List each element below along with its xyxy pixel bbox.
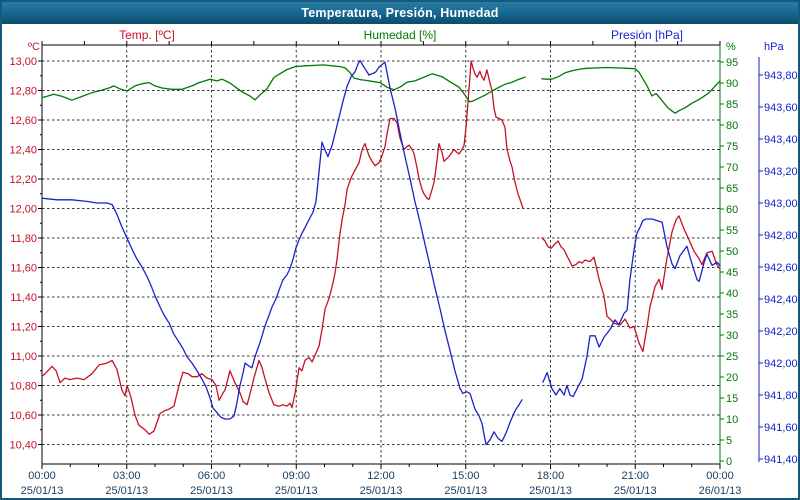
svg-text:25/01/13: 25/01/13 bbox=[444, 485, 487, 497]
legend-humidity: Humedad [%] bbox=[363, 28, 437, 42]
window-title: Temperatura, Presión, Humedad bbox=[301, 6, 499, 20]
svg-text:11,80: 11,80 bbox=[10, 233, 37, 245]
legend-temp: Temp. [ºC] bbox=[119, 28, 175, 42]
svg-text:941,80: 941,80 bbox=[764, 390, 798, 402]
svg-text:hPa: hPa bbox=[764, 41, 784, 53]
svg-text:25/01/13: 25/01/13 bbox=[614, 485, 657, 497]
svg-text:943,40: 943,40 bbox=[764, 134, 798, 146]
svg-text:35: 35 bbox=[726, 309, 738, 321]
svg-text:10,40: 10,40 bbox=[9, 440, 37, 452]
svg-text:00:00: 00:00 bbox=[706, 470, 734, 482]
svg-text:942,00: 942,00 bbox=[764, 358, 798, 370]
svg-text:942,20: 942,20 bbox=[764, 326, 798, 338]
svg-text:40: 40 bbox=[726, 288, 738, 300]
svg-text:09:00: 09:00 bbox=[282, 470, 310, 482]
svg-text:10: 10 bbox=[726, 414, 738, 426]
svg-text:50: 50 bbox=[726, 246, 738, 258]
svg-text:12,40: 12,40 bbox=[9, 145, 37, 157]
svg-text:55: 55 bbox=[726, 225, 738, 237]
svg-text:943,00: 943,00 bbox=[764, 198, 798, 210]
svg-text:65: 65 bbox=[726, 183, 738, 195]
svg-text:75: 75 bbox=[726, 141, 738, 153]
svg-text:%: % bbox=[726, 41, 736, 53]
svg-text:941,40: 941,40 bbox=[764, 454, 798, 466]
svg-text:943,20: 943,20 bbox=[764, 166, 798, 178]
svg-text:25/01/13: 25/01/13 bbox=[21, 485, 64, 497]
title-bar: Temperatura, Presión, Humedad bbox=[2, 2, 798, 24]
svg-text:18:00: 18:00 bbox=[537, 470, 565, 482]
svg-text:942,80: 942,80 bbox=[764, 230, 798, 242]
svg-text:25/01/13: 25/01/13 bbox=[529, 485, 572, 497]
svg-text:80: 80 bbox=[726, 120, 738, 132]
svg-text:03:00: 03:00 bbox=[113, 470, 141, 482]
svg-text:95: 95 bbox=[726, 57, 738, 69]
svg-text:20: 20 bbox=[726, 372, 738, 384]
svg-text:25/01/13: 25/01/13 bbox=[275, 485, 318, 497]
svg-text:25/01/13: 25/01/13 bbox=[190, 485, 233, 497]
svg-text:30: 30 bbox=[726, 330, 738, 342]
svg-text:12,20: 12,20 bbox=[9, 174, 37, 186]
svg-text:00:00: 00:00 bbox=[28, 470, 56, 482]
svg-text:11,60: 11,60 bbox=[10, 263, 37, 275]
svg-text:5: 5 bbox=[726, 435, 732, 447]
svg-text:10,60: 10,60 bbox=[9, 410, 37, 422]
svg-text:25/01/13: 25/01/13 bbox=[105, 485, 148, 497]
svg-text:942,60: 942,60 bbox=[764, 262, 798, 274]
svg-text:942,40: 942,40 bbox=[764, 294, 798, 306]
svg-text:60: 60 bbox=[726, 204, 738, 216]
svg-text:0: 0 bbox=[726, 456, 732, 468]
svg-text:06:00: 06:00 bbox=[198, 470, 226, 482]
svg-text:13,00: 13,00 bbox=[9, 56, 37, 68]
legend-pressure: Presión [hPa] bbox=[610, 28, 684, 42]
svg-text:11,00: 11,00 bbox=[10, 351, 37, 363]
svg-text:70: 70 bbox=[726, 162, 738, 174]
svg-text:943,80: 943,80 bbox=[764, 70, 798, 82]
svg-text:12,80: 12,80 bbox=[9, 86, 37, 98]
svg-text:ºC: ºC bbox=[28, 41, 40, 53]
svg-text:12,60: 12,60 bbox=[9, 115, 37, 127]
svg-text:15: 15 bbox=[726, 393, 738, 405]
svg-text:25/01/13: 25/01/13 bbox=[360, 485, 403, 497]
svg-text:11,20: 11,20 bbox=[10, 322, 37, 334]
svg-text:11,40: 11,40 bbox=[10, 292, 37, 304]
svg-text:12,00: 12,00 bbox=[9, 204, 37, 216]
svg-text:21:00: 21:00 bbox=[621, 470, 649, 482]
svg-text:15:00: 15:00 bbox=[452, 470, 480, 482]
svg-text:12:00: 12:00 bbox=[367, 470, 395, 482]
svg-text:25: 25 bbox=[726, 351, 738, 363]
svg-text:45: 45 bbox=[726, 267, 738, 279]
svg-text:85: 85 bbox=[726, 99, 738, 111]
svg-text:943,60: 943,60 bbox=[764, 102, 798, 114]
svg-text:941,60: 941,60 bbox=[764, 422, 798, 434]
svg-text:90: 90 bbox=[726, 78, 738, 90]
svg-text:26/01/13: 26/01/13 bbox=[699, 485, 742, 497]
svg-text:10,80: 10,80 bbox=[9, 381, 37, 393]
